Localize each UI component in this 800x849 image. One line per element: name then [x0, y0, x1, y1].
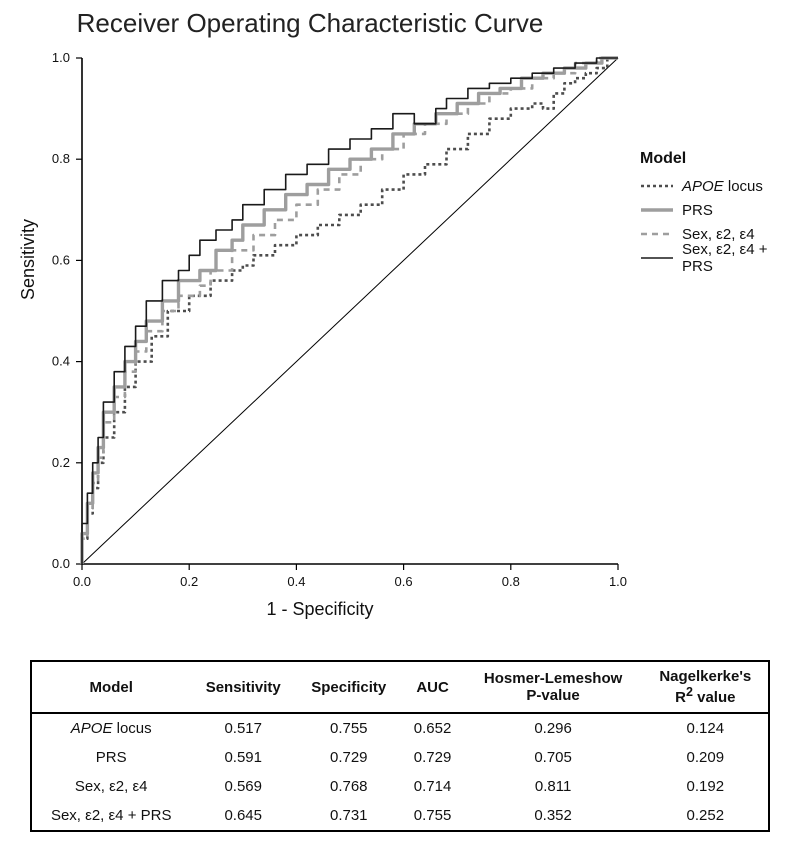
y-axis-label: Sensitivity [18, 219, 39, 300]
svg-text:1.0: 1.0 [609, 574, 627, 589]
table-cell: 0.714 [402, 772, 464, 801]
table-cell: 0.645 [190, 801, 296, 831]
table-row: Sex, ε2, ε4 + PRS0.6450.7310.7550.3520.2… [31, 801, 769, 831]
svg-text:0.2: 0.2 [180, 574, 198, 589]
legend-label: Sex, ε2, ε4 [682, 226, 755, 243]
table-header-cell: Nagelkerke'sR2 value [643, 661, 769, 713]
table-row: APOE locus0.5170.7550.6520.2960.124 [31, 713, 769, 743]
legend-swatch [640, 226, 674, 242]
svg-text:1.0: 1.0 [52, 50, 70, 65]
table-row: Sex, ε2, ε40.5690.7680.7140.8110.192 [31, 772, 769, 801]
table-cell: 0.352 [464, 801, 643, 831]
svg-text:0.0: 0.0 [73, 574, 91, 589]
chart-title: Receiver Operating Characteristic Curve [0, 8, 620, 39]
table-cell: 0.124 [643, 713, 769, 743]
svg-text:0.6: 0.6 [52, 252, 70, 267]
table-cell: 0.729 [402, 743, 464, 772]
table-cell: 0.755 [402, 801, 464, 831]
table-cell: 0.729 [296, 743, 402, 772]
roc-svg: 0.0 0.2 0.4 0.6 0.8 1.0 0.0 0.2 0.4 0.6 0.8 1.0 [10, 48, 630, 618]
table-cell: APOE locus [31, 713, 190, 743]
results-table-wrap: ModelSensitivitySpecificityAUCHosmer-Lem… [30, 660, 770, 832]
table-header-cell: Model [31, 661, 190, 713]
page: { "chart": { "type": "roc", "title": "Re… [0, 0, 800, 849]
x-axis-label: 1 - Specificity [10, 599, 630, 620]
svg-text:0.4: 0.4 [52, 354, 70, 369]
legend-item: APOE locus [640, 176, 795, 196]
legend: Model APOE locusPRSSex, ε2, ε4Sex, ε2, ε… [640, 150, 795, 272]
table-cell: 0.768 [296, 772, 402, 801]
legend-swatch [640, 202, 674, 218]
legend-label: APOE locus [682, 178, 763, 195]
table-cell: 0.252 [643, 801, 769, 831]
legend-swatch [640, 178, 674, 194]
svg-text:0.4: 0.4 [287, 574, 305, 589]
table-cell: PRS [31, 743, 190, 772]
svg-text:0.8: 0.8 [502, 574, 520, 589]
legend-label: Sex, ε2, ε4 + PRS [682, 241, 795, 275]
legend-title: Model [640, 150, 795, 168]
table-header-cell: AUC [402, 661, 464, 713]
table-cell: 0.591 [190, 743, 296, 772]
svg-text:0.2: 0.2 [52, 455, 70, 470]
svg-text:0.0: 0.0 [52, 556, 70, 571]
table-cell: 0.705 [464, 743, 643, 772]
table-row: PRS0.5910.7290.7290.7050.209 [31, 743, 769, 772]
table-cell: 0.731 [296, 801, 402, 831]
table-cell: 0.209 [643, 743, 769, 772]
table-cell: 0.517 [190, 713, 296, 743]
table-cell: Sex, ε2, ε4 + PRS [31, 801, 190, 831]
table-cell: 0.652 [402, 713, 464, 743]
svg-text:0.8: 0.8 [52, 151, 70, 166]
results-table: ModelSensitivitySpecificityAUCHosmer-Lem… [30, 660, 770, 832]
legend-swatch [640, 250, 674, 266]
table-cell: 0.811 [464, 772, 643, 801]
table-cell: Sex, ε2, ε4 [31, 772, 190, 801]
table-cell: 0.755 [296, 713, 402, 743]
table-header-cell: Specificity [296, 661, 402, 713]
svg-text:0.6: 0.6 [395, 574, 413, 589]
legend-item: PRS [640, 200, 795, 220]
table-header-cell: Hosmer-LemeshowP-value [464, 661, 643, 713]
table-cell: 0.569 [190, 772, 296, 801]
table-header-cell: Sensitivity [190, 661, 296, 713]
legend-item: Sex, ε2, ε4 + PRS [640, 248, 795, 268]
roc-chart: 0.0 0.2 0.4 0.6 0.8 1.0 0.0 0.2 0.4 0.6 0.8 1.0 1 -… [10, 48, 630, 618]
legend-label: PRS [682, 202, 713, 219]
table-cell: 0.296 [464, 713, 643, 743]
table-cell: 0.192 [643, 772, 769, 801]
